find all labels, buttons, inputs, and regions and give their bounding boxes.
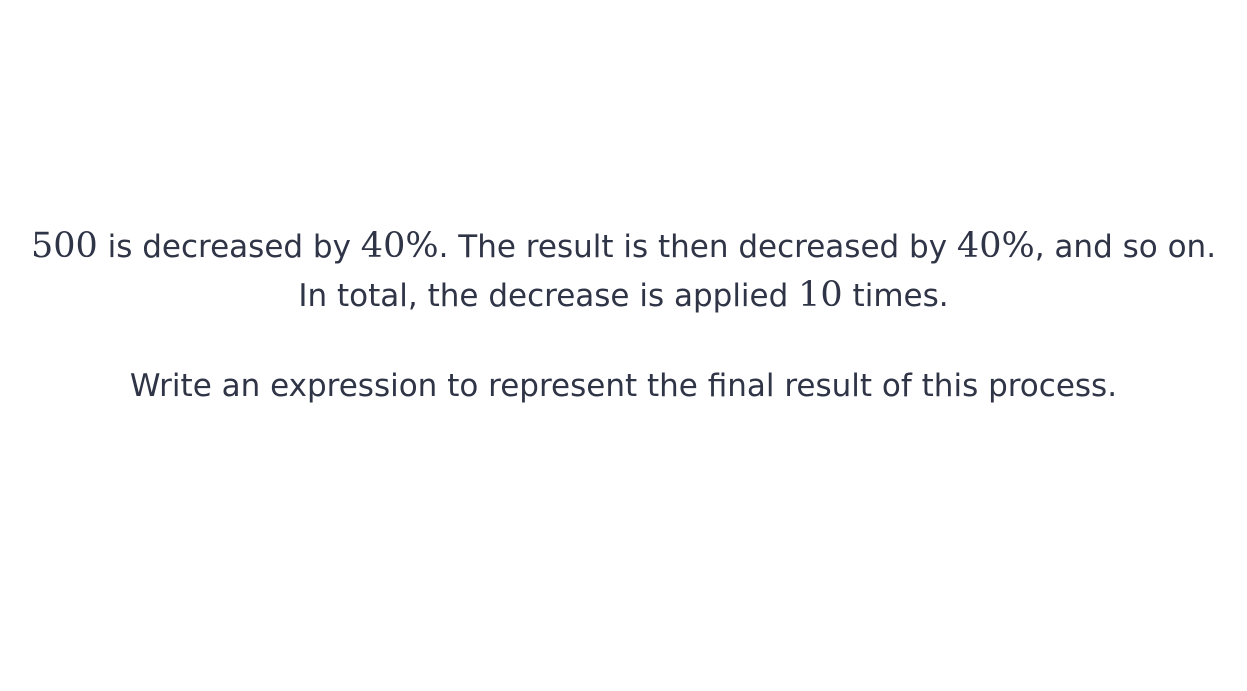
statement-text: In total, the decrease is applied bbox=[298, 278, 799, 314]
question-text: 500 is decreased by 40%. The result is t… bbox=[0, 222, 1247, 410]
math-value-500: 500 bbox=[30, 226, 98, 266]
problem-statement-line-1: 500 is decreased by 40%. The result is t… bbox=[0, 222, 1247, 271]
question-prompt: Write an expression to represent the fin… bbox=[129, 368, 1118, 404]
math-percent-40: 40% bbox=[956, 226, 1035, 266]
statement-text: is decreased by bbox=[97, 229, 361, 265]
math-percent-40: 40% bbox=[360, 226, 439, 266]
statement-text: , and so on. bbox=[1034, 229, 1217, 265]
statement-text: . The result is then decreased by bbox=[438, 229, 957, 265]
statement-text: times. bbox=[842, 278, 949, 314]
problem-statement-line-2: In total, the decrease is applied 10 tim… bbox=[0, 271, 1247, 320]
spacer bbox=[0, 320, 1247, 362]
math-value-10: 10 bbox=[798, 275, 843, 315]
